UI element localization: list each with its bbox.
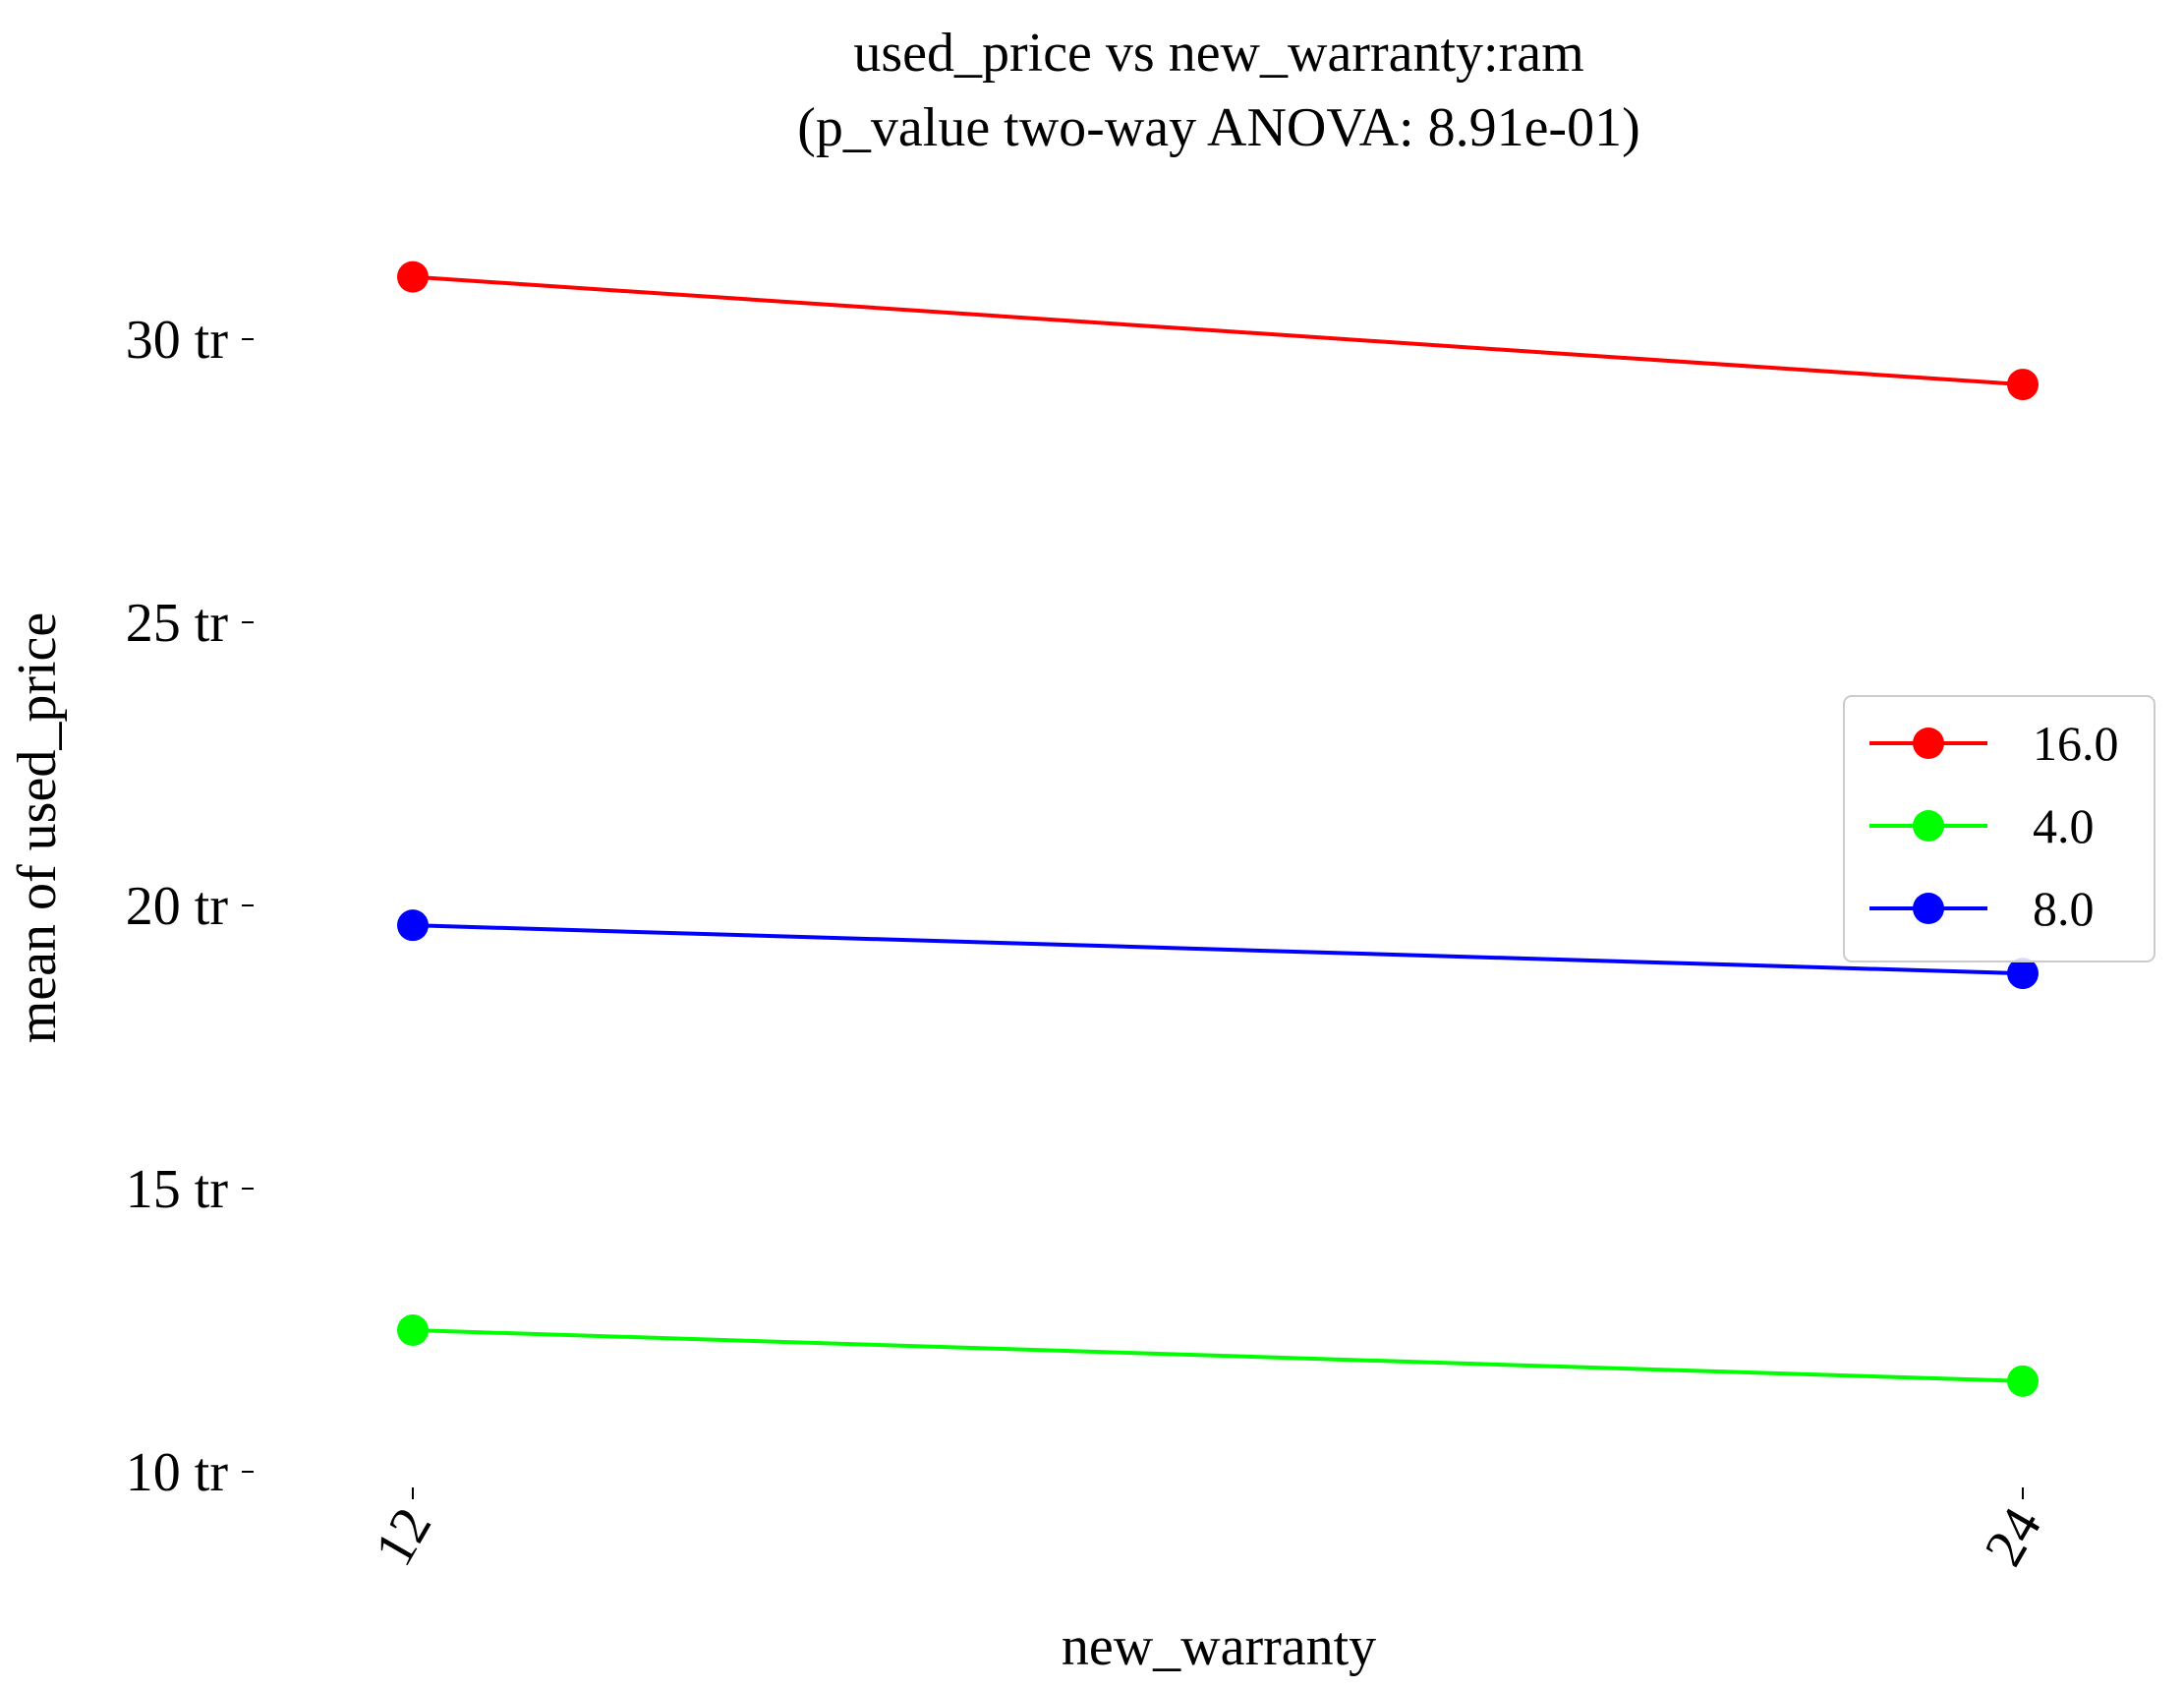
x-tick-label: 24 bbox=[1974, 1498, 2054, 1576]
chart-title: used_price vs new_warranty:ram bbox=[853, 23, 1583, 84]
legend-label: 4.0 bbox=[2033, 798, 2095, 853]
y-tick-label: 15 tr bbox=[126, 1159, 229, 1220]
y-axis: 10 tr 15 tr 20 tr 25 tr 30 tr bbox=[126, 310, 254, 1503]
legend-item: 16.0 bbox=[1869, 716, 2119, 771]
series-8.0 bbox=[397, 909, 2039, 990]
data-point bbox=[397, 261, 429, 293]
y-tick-label: 10 tr bbox=[126, 1442, 229, 1503]
data-point bbox=[2007, 369, 2039, 401]
series-16.0 bbox=[397, 261, 2039, 401]
y-tick-label: 20 tr bbox=[126, 876, 229, 937]
x-axis: 12 24 bbox=[364, 1487, 2054, 1576]
series-line bbox=[412, 274, 2024, 387]
data-point bbox=[397, 1314, 429, 1346]
y-tick-label: 25 tr bbox=[126, 593, 229, 654]
legend-item: 8.0 bbox=[1869, 881, 2095, 936]
legend-marker bbox=[1913, 728, 1944, 759]
data-point bbox=[397, 909, 429, 942]
series-line bbox=[412, 1328, 2024, 1383]
data-point bbox=[2007, 958, 2039, 990]
legend: 16.0 4.0 8.0 bbox=[1843, 695, 2155, 962]
legend-item: 4.0 bbox=[1869, 798, 2095, 853]
x-axis-label: new_warranty bbox=[1062, 1616, 1376, 1677]
legend-marker bbox=[1913, 893, 1944, 924]
legend-label: 8.0 bbox=[2033, 881, 2095, 936]
x-tick-label: 12 bbox=[364, 1498, 444, 1576]
y-axis-label: mean of used_price bbox=[7, 612, 68, 1043]
data-point bbox=[2007, 1365, 2039, 1397]
series-line bbox=[412, 923, 2024, 976]
legend-label: 16.0 bbox=[2033, 716, 2119, 771]
series-4.0 bbox=[397, 1314, 2039, 1397]
y-tick-label: 30 tr bbox=[126, 310, 229, 371]
legend-marker bbox=[1913, 810, 1944, 842]
series-layer bbox=[397, 261, 2039, 1397]
chart-subtitle: (p_value two-way ANOVA: 8.91e-01) bbox=[797, 97, 1639, 158]
